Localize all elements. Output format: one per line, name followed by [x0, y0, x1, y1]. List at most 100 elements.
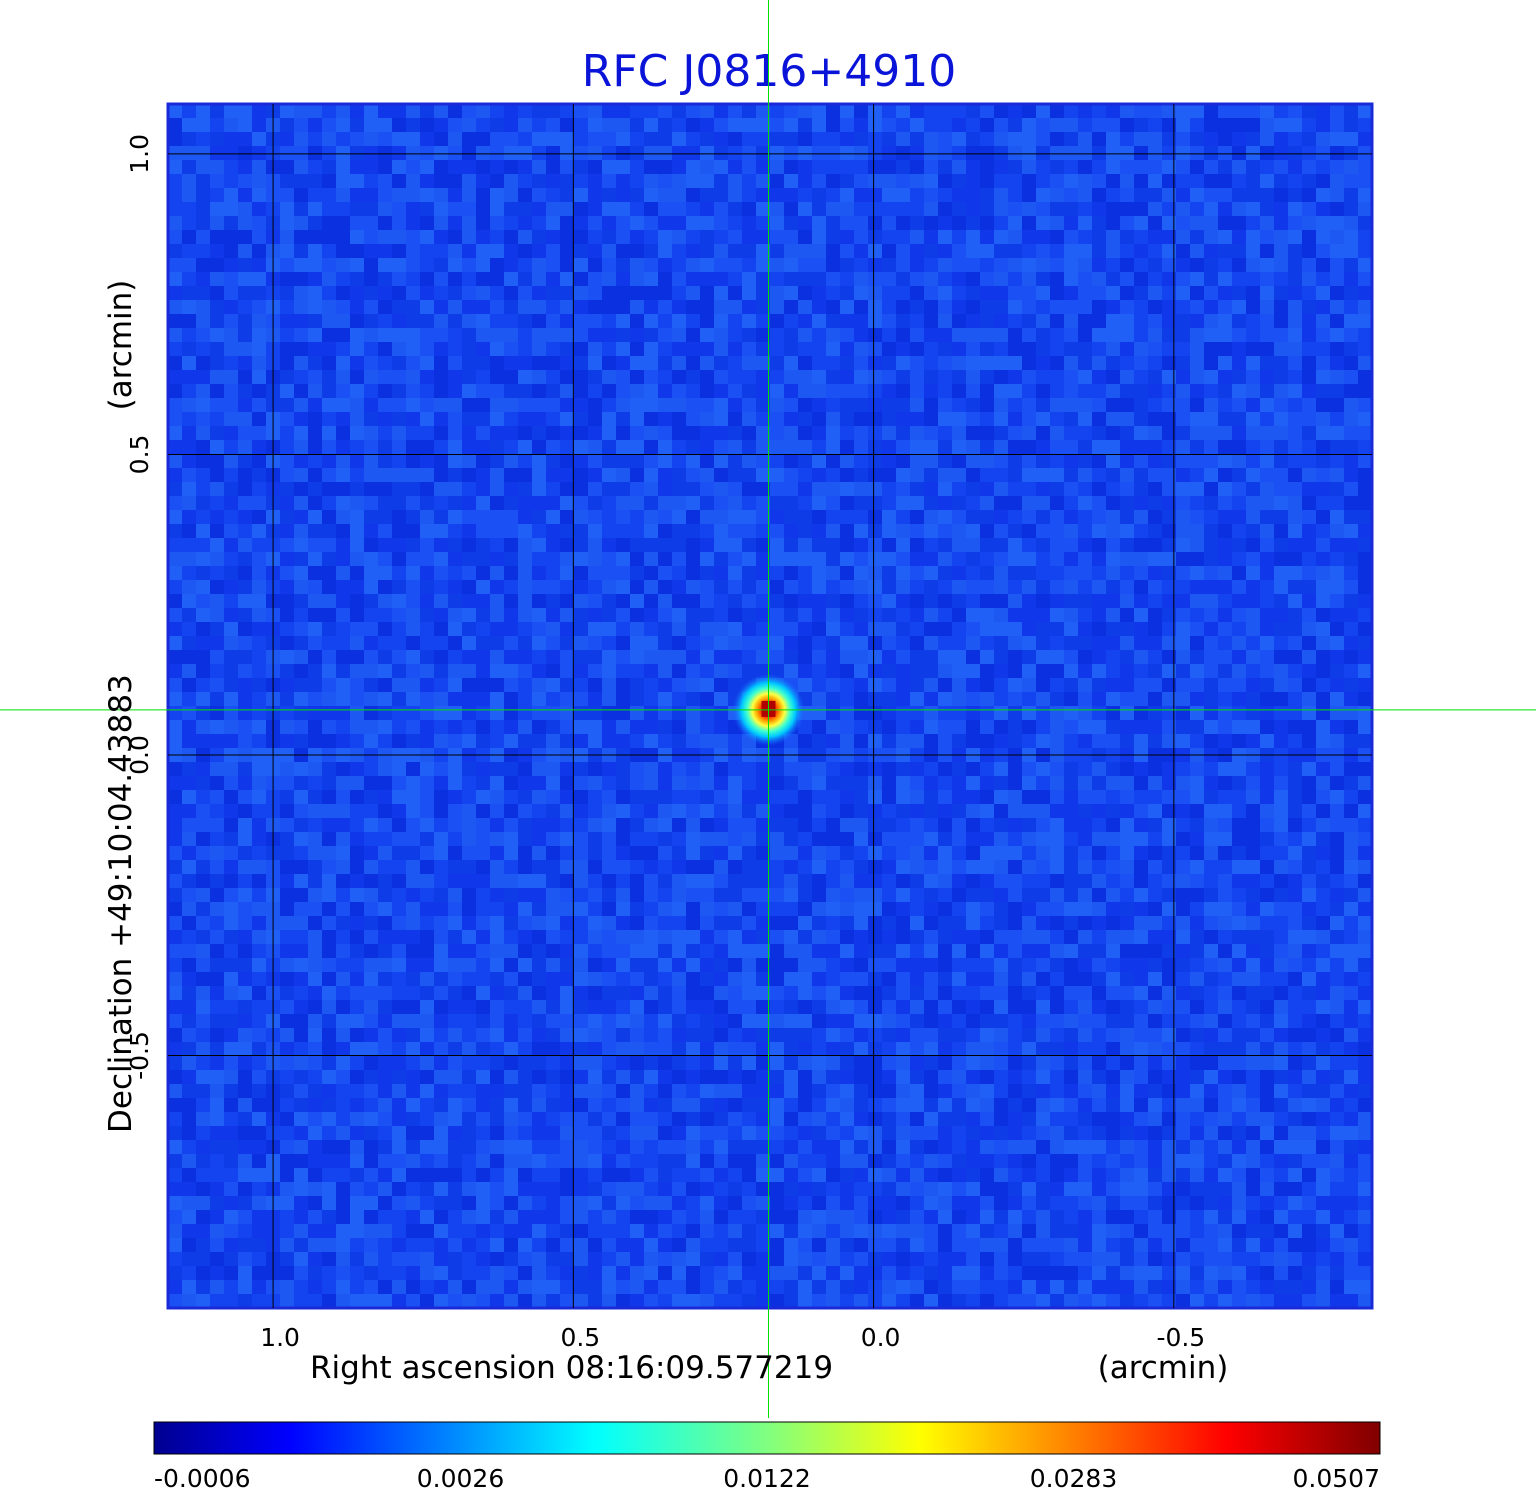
noise-pixel	[336, 846, 350, 860]
noise-pixel	[210, 314, 224, 328]
noise-pixel	[1134, 608, 1148, 622]
noise-pixel	[1036, 622, 1050, 636]
noise-pixel	[616, 832, 630, 846]
noise-pixel	[1176, 370, 1190, 384]
noise-pixel	[630, 272, 644, 286]
noise-pixel	[196, 678, 210, 692]
noise-pixel	[854, 412, 868, 426]
noise-pixel	[1302, 244, 1316, 258]
noise-pixel	[1358, 608, 1372, 622]
noise-pixel	[1302, 902, 1316, 916]
noise-pixel	[392, 426, 406, 440]
noise-pixel	[588, 636, 602, 650]
noise-pixel	[658, 384, 672, 398]
noise-pixel	[574, 622, 588, 636]
noise-pixel	[1316, 216, 1330, 230]
noise-pixel	[1036, 804, 1050, 818]
noise-pixel	[1078, 650, 1092, 664]
noise-pixel	[1358, 524, 1372, 538]
noise-pixel	[728, 328, 742, 342]
noise-pixel	[952, 762, 966, 776]
noise-pixel	[910, 440, 924, 454]
noise-pixel	[1330, 468, 1344, 482]
noise-pixel	[196, 888, 210, 902]
noise-pixel	[560, 552, 574, 566]
noise-pixel	[1302, 118, 1316, 132]
noise-pixel	[1246, 622, 1260, 636]
noise-pixel	[1176, 342, 1190, 356]
noise-pixel	[1064, 734, 1078, 748]
noise-pixel	[1092, 496, 1106, 510]
noise-pixel	[1316, 664, 1330, 678]
noise-pixel	[308, 146, 322, 160]
noise-pixel	[1078, 594, 1092, 608]
noise-pixel	[280, 804, 294, 818]
noise-pixel	[196, 342, 210, 356]
noise-pixel	[896, 384, 910, 398]
noise-pixel	[1246, 440, 1260, 454]
noise-pixel	[784, 356, 798, 370]
noise-pixel	[1092, 762, 1106, 776]
noise-pixel	[630, 860, 644, 874]
noise-pixel	[924, 202, 938, 216]
noise-pixel	[1008, 720, 1022, 734]
noise-pixel	[1316, 832, 1330, 846]
noise-pixel	[210, 132, 224, 146]
noise-pixel	[308, 538, 322, 552]
noise-pixel	[490, 664, 504, 678]
noise-pixel	[910, 804, 924, 818]
noise-pixel	[672, 734, 686, 748]
noise-pixel	[686, 398, 700, 412]
noise-pixel	[1316, 860, 1330, 874]
noise-pixel	[1190, 174, 1204, 188]
noise-pixel	[770, 188, 784, 202]
noise-pixel	[364, 468, 378, 482]
noise-pixel	[938, 664, 952, 678]
noise-pixel	[1008, 888, 1022, 902]
noise-pixel	[1302, 636, 1316, 650]
noise-pixel	[994, 244, 1008, 258]
noise-pixel	[252, 454, 266, 468]
noise-pixel	[1176, 636, 1190, 650]
noise-pixel	[476, 538, 490, 552]
noise-pixel	[770, 118, 784, 132]
noise-pixel	[1078, 230, 1092, 244]
noise-pixel	[938, 622, 952, 636]
noise-pixel	[952, 356, 966, 370]
noise-pixel	[756, 538, 770, 552]
noise-pixel	[462, 244, 476, 258]
noise-pixel	[238, 216, 252, 230]
noise-pixel	[1008, 104, 1022, 118]
noise-pixel	[994, 314, 1008, 328]
noise-pixel	[1036, 104, 1050, 118]
noise-pixel	[392, 608, 406, 622]
noise-pixel	[1204, 468, 1218, 482]
noise-pixel	[1148, 608, 1162, 622]
noise-pixel	[238, 104, 252, 118]
noise-pixel	[350, 874, 364, 888]
noise-pixel	[1106, 216, 1120, 230]
noise-pixel	[1120, 706, 1134, 720]
noise-pixel	[1092, 356, 1106, 370]
noise-pixel	[1246, 552, 1260, 566]
noise-pixel	[980, 454, 994, 468]
noise-pixel	[574, 174, 588, 188]
noise-pixel	[462, 342, 476, 356]
noise-pixel	[1134, 706, 1148, 720]
noise-pixel	[364, 160, 378, 174]
noise-pixel	[770, 566, 784, 580]
noise-pixel	[1218, 510, 1232, 524]
noise-pixel	[770, 818, 784, 832]
noise-pixel	[1120, 412, 1134, 426]
noise-pixel	[1176, 552, 1190, 566]
noise-pixel	[336, 440, 350, 454]
noise-pixel	[1190, 580, 1204, 594]
noise-pixel	[378, 776, 392, 790]
noise-pixel	[210, 342, 224, 356]
noise-pixel	[1120, 734, 1134, 748]
noise-pixel	[1106, 132, 1120, 146]
noise-pixel	[1330, 678, 1344, 692]
noise-pixel	[770, 636, 784, 650]
noise-pixel	[798, 762, 812, 776]
noise-pixel	[644, 440, 658, 454]
